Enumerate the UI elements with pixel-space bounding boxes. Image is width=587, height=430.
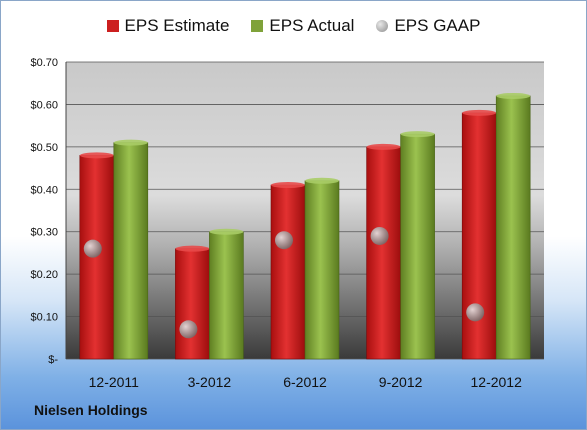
bar-eps-estimate — [366, 146, 401, 360]
bar-eps-actual — [495, 95, 531, 360]
y-tick-label: $0.60 — [30, 99, 58, 111]
y-tick-label: $0.50 — [30, 142, 58, 154]
x-tick-label: 9-2012 — [379, 374, 423, 390]
y-tick-label: $0.30 — [30, 227, 58, 239]
legend-label-eps-estimate: EPS Estimate — [124, 16, 230, 35]
bar-eps-estimate — [270, 184, 306, 360]
bar-top-eps-actual — [305, 177, 339, 184]
y-tick-label: $0.10 — [30, 312, 58, 324]
gaap-markers — [83, 226, 485, 339]
legend-label-eps-actual: EPS Actual — [269, 16, 355, 35]
bar-eps-estimate — [175, 248, 210, 360]
bar-eps-estimate — [461, 112, 497, 360]
bars — [79, 92, 531, 360]
legend-swatch-eps-gaap — [376, 20, 389, 32]
legend-label-eps-gaap: EPS GAAP — [394, 16, 481, 35]
y-tick-label: $0.40 — [30, 184, 58, 196]
bar-top-eps-estimate — [271, 182, 305, 189]
bar-eps-actual — [304, 180, 340, 360]
bar-top-eps-actual — [496, 92, 531, 99]
legend-item-eps-estimate: EPS Estimate — [106, 16, 230, 36]
bar-eps-actual — [400, 133, 435, 360]
x-tick-label: 3-2012 — [188, 374, 232, 390]
gaap-marker — [83, 239, 102, 258]
gaap-marker — [275, 231, 293, 250]
gaap-marker — [370, 226, 389, 245]
bar-top-eps-actual — [209, 228, 244, 235]
bar-top-eps-estimate — [366, 143, 401, 150]
bar-eps-actual — [209, 231, 244, 360]
bar-eps-estimate — [79, 155, 115, 360]
legend-item-eps-actual: EPS Actual — [251, 16, 354, 36]
bar-top-eps-estimate — [462, 109, 497, 116]
bar-top-eps-estimate — [79, 152, 114, 159]
legend-item-eps-gaap: EPS GAAP — [376, 16, 480, 36]
legend-swatch-eps-actual — [251, 20, 264, 32]
y-tick-label: $0.20 — [30, 269, 58, 281]
x-tick-label: 12-2012 — [471, 374, 523, 390]
company-name: Nielsen Holdings — [34, 402, 148, 418]
x-tick-label: 6-2012 — [283, 374, 327, 390]
gaap-marker — [466, 303, 485, 322]
bar-top-eps-actual — [113, 139, 148, 146]
legend-swatch-eps-estimate — [106, 20, 119, 32]
y-tick-label: $0.70 — [30, 57, 58, 69]
legend: EPS Estimate EPS Actual EPS GAAP — [0, 16, 587, 36]
bar-top-eps-estimate — [175, 245, 210, 252]
y-tick-label: $- — [48, 354, 58, 366]
x-axis-labels: 12-2011 3-2012 6-2012 9-2012 12-2012 — [89, 374, 522, 390]
bar-top-eps-actual — [400, 131, 435, 138]
bar-eps-actual — [113, 142, 149, 360]
x-tick-label: 12-2011 — [89, 374, 140, 390]
gaap-marker — [179, 320, 198, 339]
y-axis-labels: $- $0.10 $0.20 $0.30 $0.40 $0.50 $0.60 $0.70 — [30, 57, 58, 366]
